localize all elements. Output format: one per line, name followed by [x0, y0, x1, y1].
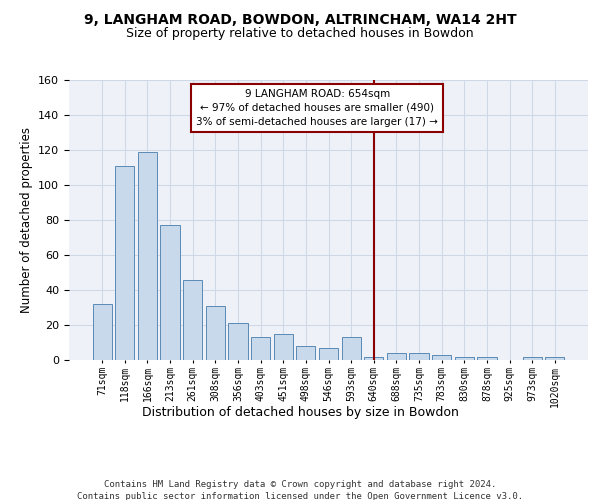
Text: Distribution of detached houses by size in Bowdon: Distribution of detached houses by size … [142, 406, 458, 419]
Text: 9 LANGHAM ROAD: 654sqm
← 97% of detached houses are smaller (490)
3% of semi-det: 9 LANGHAM ROAD: 654sqm ← 97% of detached… [196, 88, 438, 126]
Text: Size of property relative to detached houses in Bowdon: Size of property relative to detached ho… [126, 28, 474, 40]
Bar [138, 152, 157, 360]
Bar [545, 356, 565, 360]
Bar [229, 324, 248, 360]
Text: Contains HM Land Registry data © Crown copyright and database right 2024.
Contai: Contains HM Land Registry data © Crown c… [77, 480, 523, 500]
Bar [92, 304, 112, 360]
Bar [364, 356, 383, 360]
Bar [477, 356, 497, 360]
Bar [455, 356, 474, 360]
Bar [206, 306, 225, 360]
Bar [523, 356, 542, 360]
Bar [432, 355, 451, 360]
Y-axis label: Number of detached properties: Number of detached properties [20, 127, 32, 313]
Bar [341, 337, 361, 360]
Bar [115, 166, 134, 360]
Bar [274, 334, 293, 360]
Bar [183, 280, 202, 360]
Bar [387, 353, 406, 360]
Bar [319, 348, 338, 360]
Bar [160, 225, 180, 360]
Bar [296, 346, 316, 360]
Bar [251, 337, 270, 360]
Text: 9, LANGHAM ROAD, BOWDON, ALTRINCHAM, WA14 2HT: 9, LANGHAM ROAD, BOWDON, ALTRINCHAM, WA1… [83, 12, 517, 26]
Bar [409, 353, 428, 360]
